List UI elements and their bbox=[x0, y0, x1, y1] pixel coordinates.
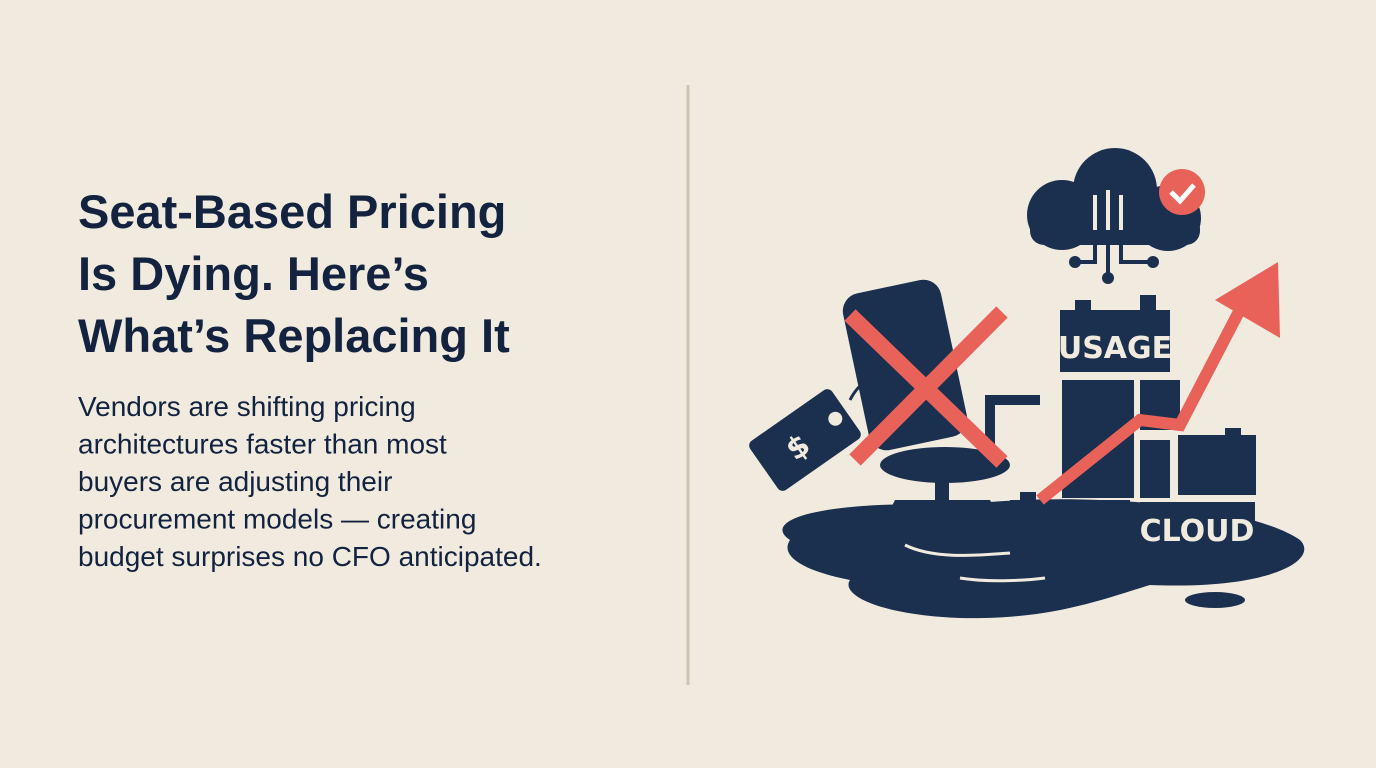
cloud-label: CLOUD bbox=[1140, 514, 1255, 549]
price-tag: $ bbox=[749, 389, 861, 491]
growth-arrow bbox=[1036, 297, 1251, 505]
subtitle-line: architectures faster than most bbox=[78, 429, 447, 460]
check-badge bbox=[1159, 169, 1205, 215]
title-line: What’s Replacing It bbox=[78, 309, 510, 362]
drop bbox=[1185, 592, 1245, 608]
circuit-legs bbox=[1078, 245, 1150, 275]
tag-string bbox=[848, 378, 875, 401]
usage-label: USAGE bbox=[1058, 331, 1172, 366]
check bbox=[1169, 183, 1196, 205]
subtitle-line: procurement models — creating bbox=[78, 504, 476, 535]
cross bbox=[844, 306, 1008, 468]
circuit-nodes bbox=[1069, 256, 1159, 284]
ripple bbox=[959, 576, 1046, 583]
subtitle-line: Vendors are shifting pricing bbox=[78, 391, 416, 422]
title-line: Seat-Based Pricing bbox=[78, 185, 506, 238]
title-line: Is Dying. Here’s bbox=[78, 247, 429, 300]
subtitle-line: buyers are adjusting their bbox=[78, 466, 392, 497]
ripple bbox=[904, 543, 1011, 557]
circuit bbox=[1093, 190, 1123, 230]
arrow-head bbox=[1215, 262, 1280, 338]
subtitle-line: budget surprises no CFO anticipated. bbox=[78, 541, 542, 572]
illustration: USAGE CLOUD $ bbox=[749, 148, 1305, 619]
text-block: Seat-Based Pricing Is Dying. Here’s What’s… bbox=[78, 185, 542, 572]
